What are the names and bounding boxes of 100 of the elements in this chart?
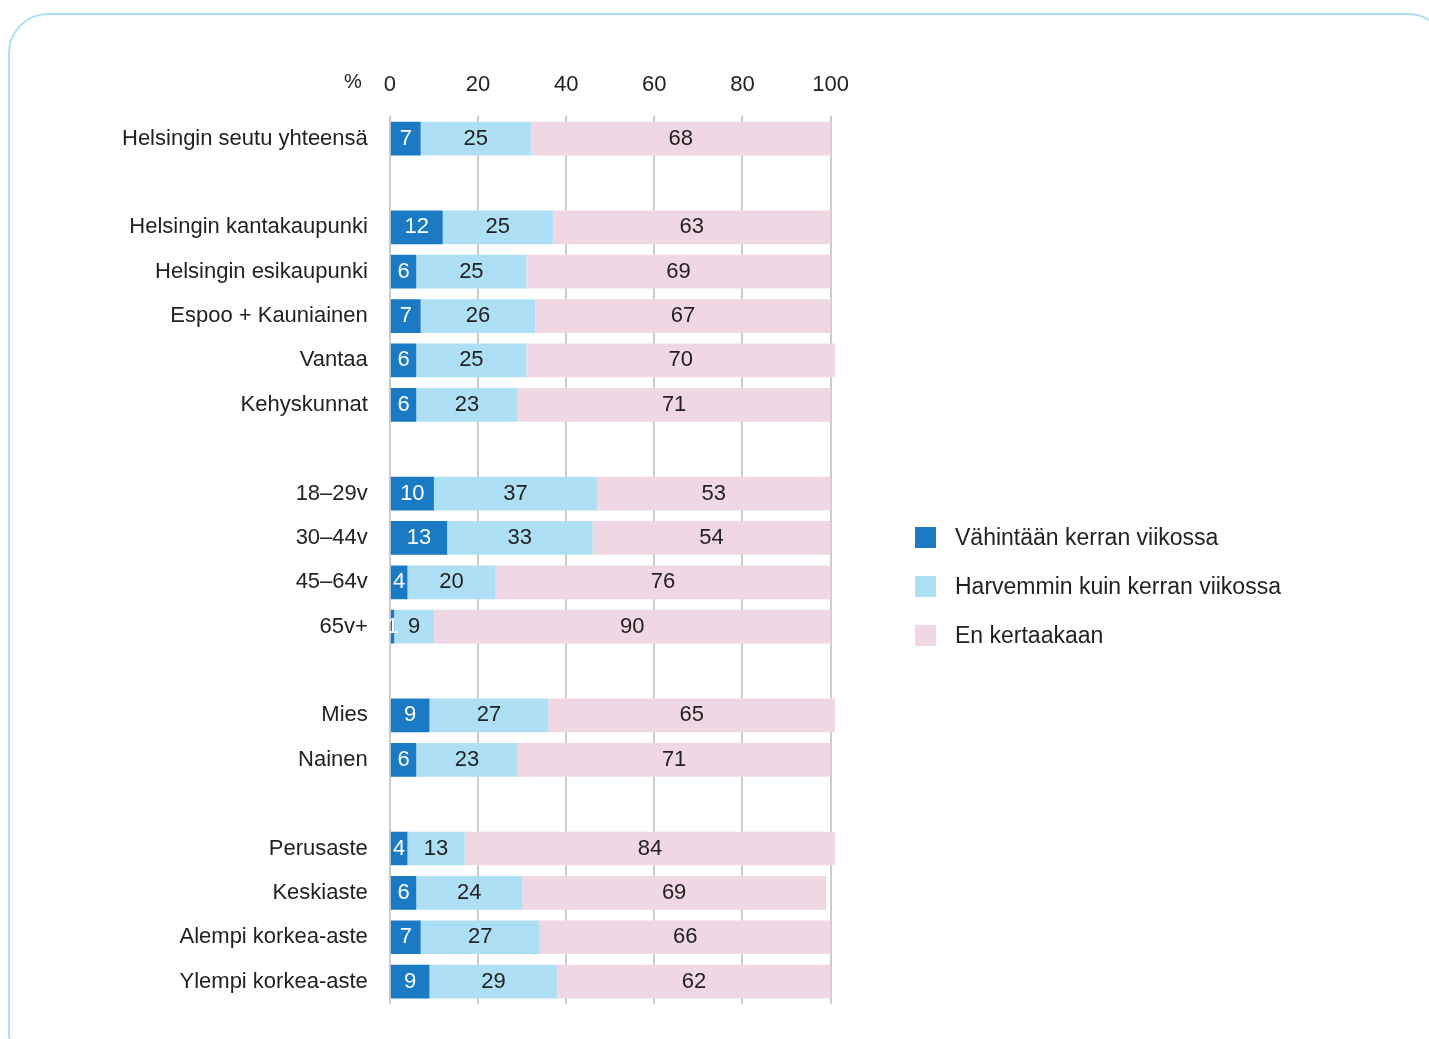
data-label: 65 [679, 701, 704, 727]
bar [416, 387, 518, 422]
bar [407, 831, 465, 866]
bar [596, 476, 831, 511]
data-label: 6 [397, 745, 410, 771]
x-tick-label: 0 [383, 71, 396, 97]
data-label: 4 [393, 834, 406, 860]
y-tick-label: Mies [321, 701, 368, 727]
bar [390, 210, 443, 245]
y-tick-label: 30–44v [295, 523, 368, 549]
x-tick-label: 60 [642, 71, 667, 97]
bar [442, 210, 553, 245]
data-label: 13 [406, 523, 432, 549]
data-label: 6 [397, 257, 410, 283]
legend-label: Harvemmin kuin kerran viikossa [955, 573, 1281, 600]
data-label: 6 [397, 346, 410, 372]
data-label: 23 [454, 390, 480, 416]
y-tick-label: Keskiaste [272, 878, 368, 904]
y-tick-label: 18–29v [295, 479, 368, 505]
data-label: 7 [399, 302, 412, 328]
bar [517, 387, 831, 422]
data-label: 25 [463, 124, 489, 150]
data-label: 26 [465, 302, 491, 328]
bar [517, 742, 831, 777]
bar [390, 121, 421, 156]
bar [390, 920, 421, 955]
data-label: 7 [399, 923, 412, 949]
bar [416, 742, 518, 777]
bar [592, 521, 831, 555]
bar [526, 254, 831, 289]
y-tick-label: Kehyskunnat [240, 390, 368, 416]
data-label: 10 [400, 479, 425, 505]
data-label: 27 [467, 923, 493, 949]
bar [420, 121, 531, 156]
legend-label: Vähintään kerran viikossa [955, 524, 1219, 551]
y-tick-label: Helsingin esikaupunki [155, 257, 368, 283]
data-label: 33 [507, 523, 533, 549]
y-tick-label: Vantaa [299, 346, 369, 372]
bar [407, 565, 496, 600]
data-label: 20 [439, 568, 464, 594]
data-label: 63 [679, 213, 704, 239]
bar [526, 343, 835, 378]
y-tick-label: 45–64v [295, 568, 368, 594]
data-label: 9 [404, 701, 417, 727]
bar [416, 343, 527, 378]
bar [416, 254, 527, 289]
data-label: 27 [476, 701, 502, 727]
data-label: 68 [668, 124, 693, 150]
data-label: 25 [459, 346, 484, 372]
bar [548, 698, 835, 733]
y-tick-label: Nainen [298, 745, 368, 771]
bar [464, 831, 835, 866]
data-label: 84 [637, 834, 663, 860]
data-label: 13 [423, 834, 449, 860]
data-label: 6 [397, 878, 410, 904]
y-tick-label: Espoo + Kauniainen [170, 302, 368, 328]
bar [557, 964, 831, 999]
data-label: 9 [404, 967, 417, 993]
data-label: 4 [393, 568, 406, 594]
y-tick-label: Perusaste [268, 834, 368, 860]
bar [522, 876, 827, 910]
legend-label: En kertaakaan [955, 622, 1104, 649]
y-tick-label: Alempi korkea-aste [179, 923, 368, 949]
bar [539, 920, 831, 955]
y-tick-label: 65v+ [319, 612, 368, 638]
y-tick-label: Helsingin kantakaupunki [129, 213, 368, 239]
data-label: 37 [503, 479, 528, 505]
bar [552, 210, 831, 245]
data-label: 90 [620, 612, 645, 638]
bar [535, 299, 831, 333]
x-tick-label: 20 [465, 71, 491, 97]
bar [390, 521, 448, 555]
bar [530, 121, 831, 156]
y-tick-label: Helsingin seutu yhteensä [122, 124, 369, 150]
data-label: 23 [454, 745, 480, 771]
data-label: 29 [481, 967, 506, 993]
data-label: 24 [456, 878, 482, 904]
data-label: 69 [661, 878, 687, 904]
x-tick-label: 40 [553, 71, 579, 97]
data-label: 7 [399, 124, 412, 150]
x-tick-label: 80 [730, 71, 755, 97]
data-label: 62 [681, 967, 707, 993]
data-label: 54 [699, 523, 724, 549]
bar [433, 609, 831, 644]
data-label: 71 [661, 745, 687, 771]
x-axis-title: % [344, 69, 363, 92]
data-label: 66 [672, 923, 698, 949]
bar [390, 299, 421, 333]
data-label: 69 [666, 257, 691, 283]
data-label: 70 [668, 346, 693, 372]
bar [495, 565, 831, 600]
data-label: 12 [404, 213, 430, 239]
bar [429, 698, 549, 733]
data-label: 6 [397, 390, 410, 416]
data-label: 67 [670, 302, 696, 328]
data-label: 9 [407, 612, 421, 638]
data-label: 76 [650, 568, 676, 594]
data-label: 53 [701, 479, 727, 505]
data-label: 25 [485, 213, 511, 239]
bar [447, 521, 593, 555]
